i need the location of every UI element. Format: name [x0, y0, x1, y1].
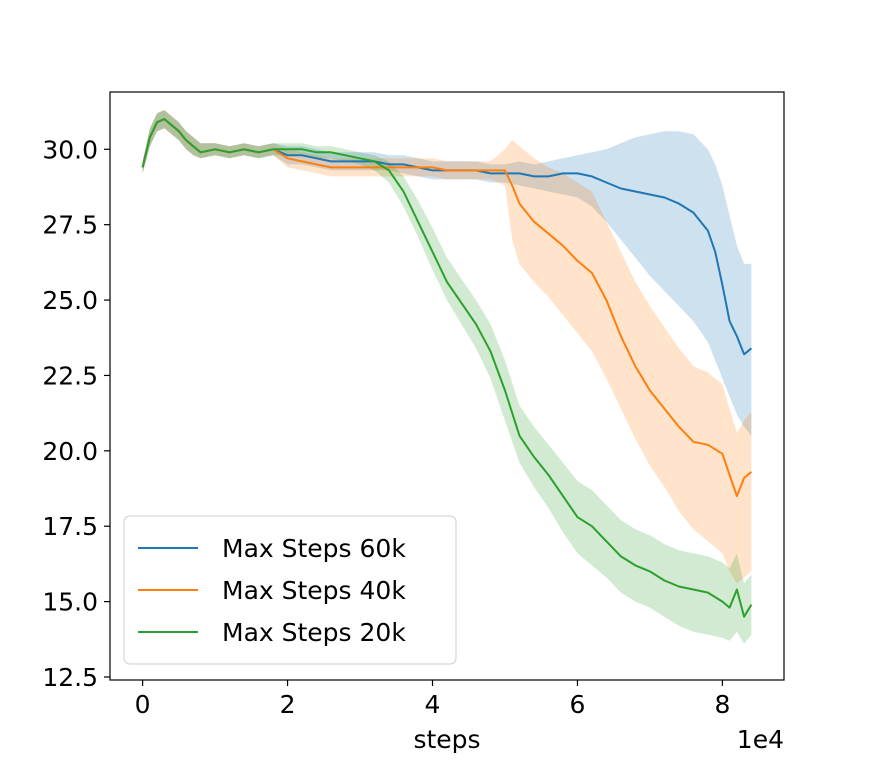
x-axis-offset-label: 1e4: [737, 725, 784, 754]
legend-label-2: Max Steps 20k: [222, 618, 406, 647]
y-tick-label: 20.0: [42, 437, 98, 466]
legend-box: [123, 515, 457, 665]
x-tick-label: 6: [569, 690, 585, 719]
y-axis-ticks: 12.5 15.0 17.5 20.0 22.5 25.0 27.5 30.0: [42, 135, 110, 692]
y-tick-label: 22.5: [42, 361, 98, 390]
plot-frame: [109, 91, 785, 681]
confidence-bands: [142, 110, 752, 644]
x-tick-label: 8: [714, 690, 730, 719]
y-tick-label: 15.0: [42, 588, 98, 617]
series-band-0: [142, 110, 752, 436]
x-tick-label: 4: [425, 690, 441, 719]
y-tick-label: 12.5: [42, 663, 98, 692]
x-tick-label: 2: [280, 690, 296, 719]
x-axis-ticks: 0 2 4 6 8: [135, 680, 730, 719]
legend-label-0: Max Steps 60k: [222, 534, 406, 563]
series-band-1: [142, 110, 752, 584]
legend: Max Steps 60k Max Steps 40k Max Steps 20k: [123, 515, 457, 665]
x-axis-label: steps: [413, 725, 480, 754]
series-line-2: [141, 118, 753, 618]
series-lines: [141, 118, 753, 618]
y-tick-label: 27.5: [42, 211, 98, 240]
y-tick-label: 25.0: [42, 286, 98, 315]
series-band-2: [142, 110, 752, 644]
legend-label-1: Max Steps 40k: [222, 576, 406, 605]
x-tick-label: 0: [135, 690, 151, 719]
y-tick-label: 17.5: [42, 512, 98, 541]
y-tick-label: 30.0: [42, 135, 98, 164]
